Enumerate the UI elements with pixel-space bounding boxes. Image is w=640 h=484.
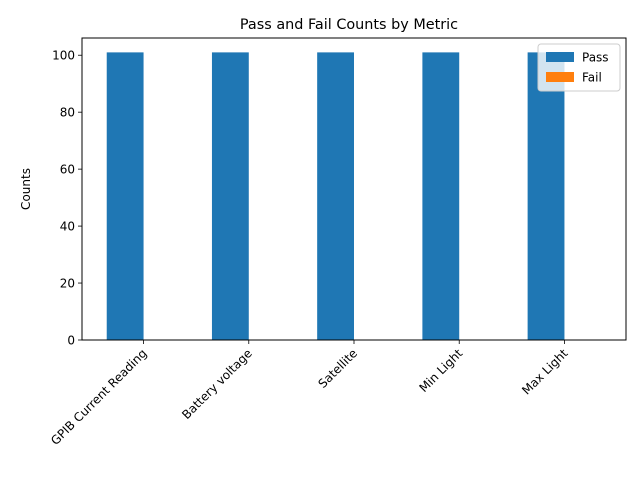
bar-pass-1 [106,52,144,340]
y-tick-label: 80 [60,105,75,119]
legend-swatch-fail [546,72,574,82]
bar-pass-2 [211,52,249,340]
y-tick-label: 20 [60,276,75,290]
legend-label-fail: Fail [582,71,602,85]
bar-pass-3 [317,52,354,340]
y-tick-label: 60 [60,162,75,176]
y-tick-label: 100 [52,49,75,63]
y-tick-label: 0 [67,333,75,347]
y-tick-label: 40 [60,219,75,233]
plot-area [106,52,565,340]
plot-frame [81,37,627,341]
y-axis-label: Counts [19,168,33,210]
legend-swatch-pass [546,52,574,62]
y-axis: 0 20 40 60 80 100 [52,49,82,347]
bar-pass-4 [422,52,460,340]
bar-pass-5 [527,52,565,340]
chart-title: Pass and Fail Counts by Metric [240,17,458,33]
legend: Pass Fail [537,43,621,92]
legend-label-pass: Pass [582,51,609,65]
